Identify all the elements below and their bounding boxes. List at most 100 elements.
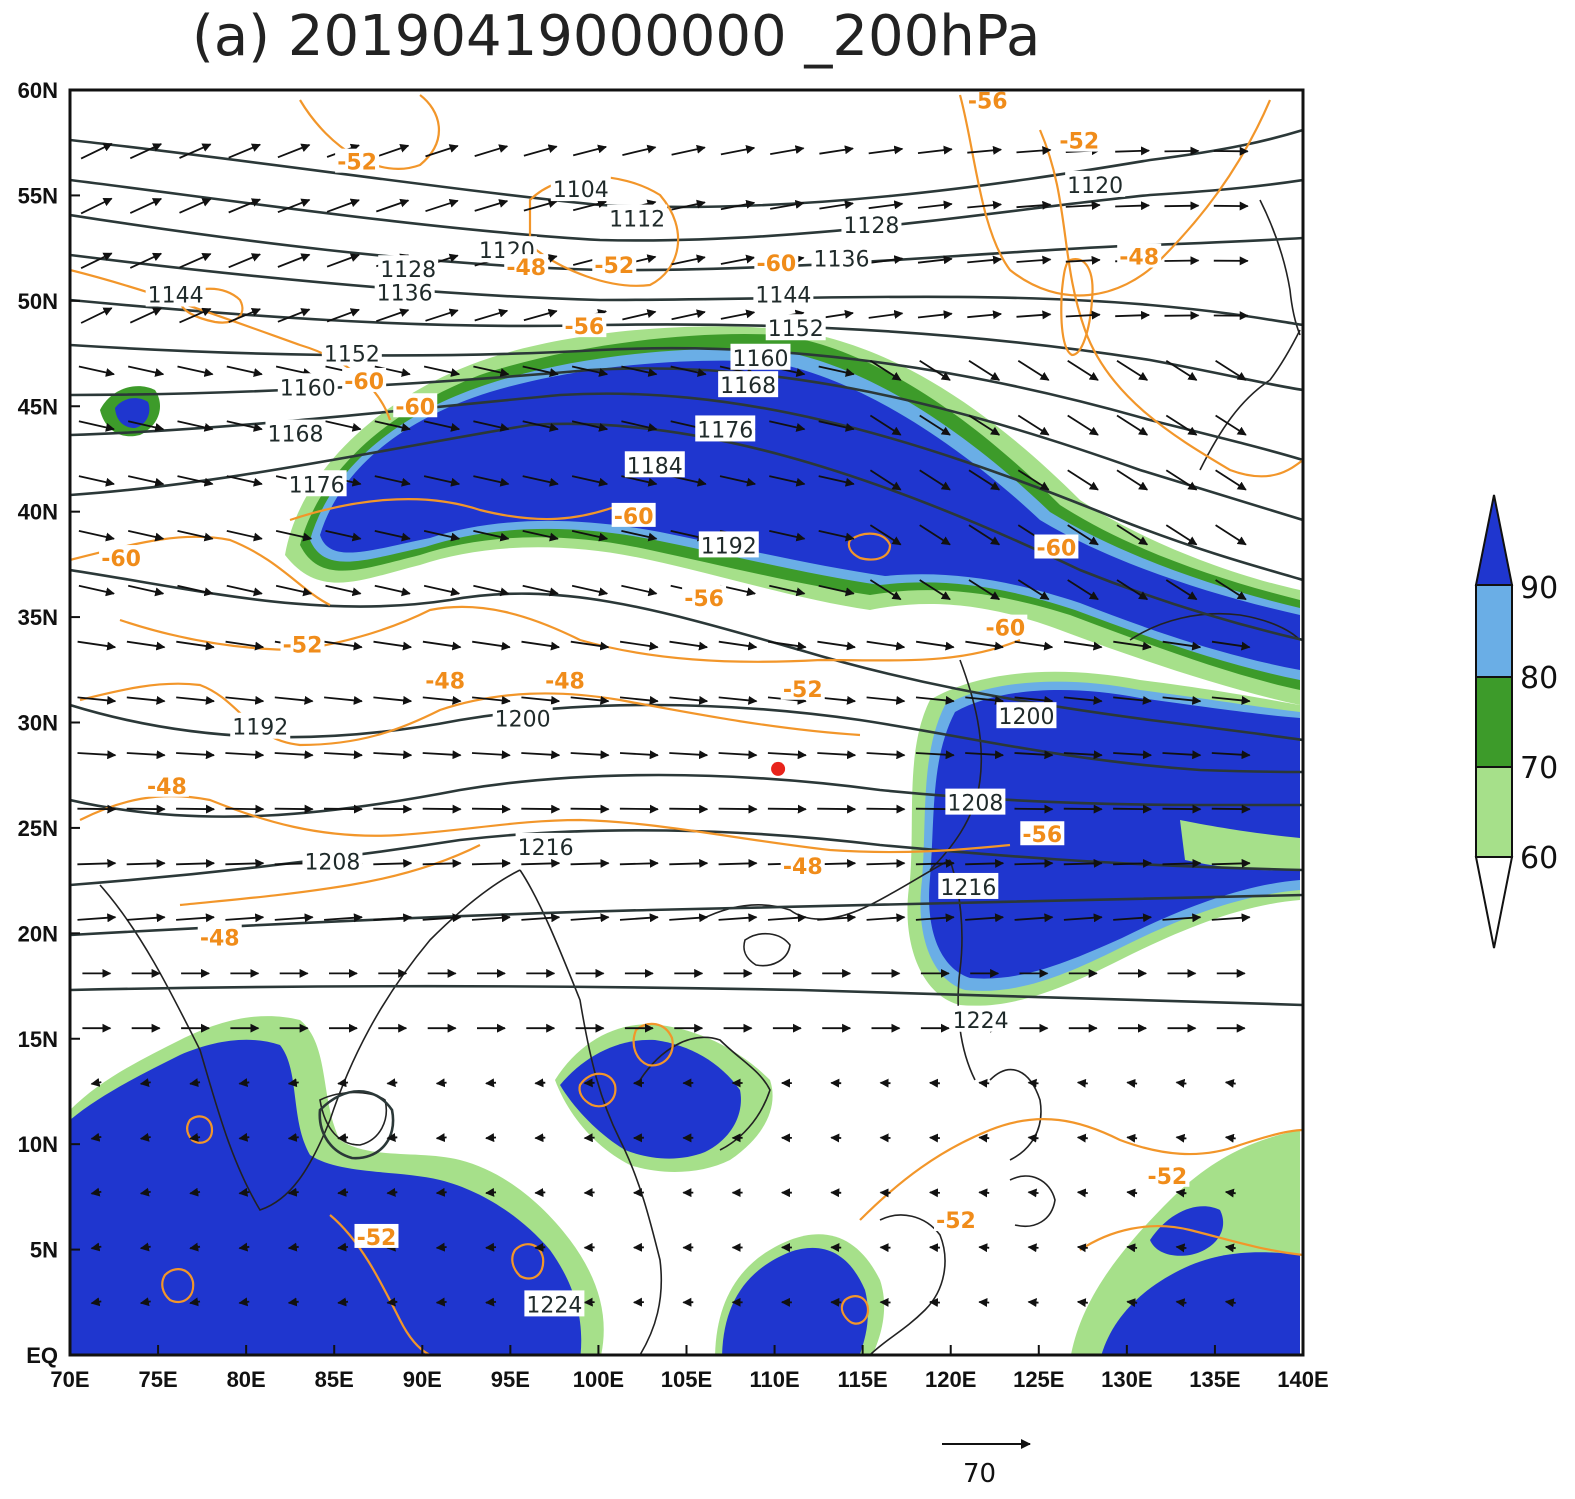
temperature-label-box	[965, 90, 1010, 112]
wind-vector	[77, 695, 117, 705]
wind-vector	[473, 530, 510, 542]
wind-vector	[326, 198, 360, 213]
wind-vector	[1224, 1243, 1236, 1253]
wind-vector	[522, 365, 559, 377]
temperature-label-box	[335, 148, 380, 173]
wind-vector	[287, 1078, 299, 1088]
wind-vector	[919, 359, 951, 381]
height-label: 1200	[495, 707, 551, 732]
wind-vector	[968, 524, 1001, 546]
wind-vector	[869, 414, 902, 436]
wind-vector	[1063, 640, 1103, 651]
wind-vector	[189, 1187, 201, 1197]
height-label-box	[286, 470, 347, 497]
wind-vector	[226, 475, 263, 487]
wind-vector	[1211, 804, 1251, 814]
wind-vector	[435, 1078, 447, 1088]
wind-vector	[572, 144, 607, 157]
wind-vector	[374, 584, 411, 597]
wind-vector	[622, 309, 657, 321]
wind-vector	[1014, 695, 1054, 705]
temperature-contour-line	[840, 1295, 870, 1325]
wind-vector	[767, 750, 807, 760]
wind-vector	[473, 475, 510, 487]
wind-vector	[337, 1297, 349, 1307]
wind-vector	[435, 1133, 447, 1143]
wind-vector	[422, 913, 462, 923]
wind-vector	[376, 143, 410, 158]
shade-90-center	[560, 1039, 741, 1159]
height-label-box	[996, 702, 1057, 729]
wind-vector	[374, 365, 411, 377]
wind-vector	[1165, 579, 1198, 601]
wind-vector	[1175, 1298, 1187, 1308]
height-label: 1216	[518, 836, 574, 861]
wind-vector	[126, 913, 166, 923]
wind-vector	[868, 255, 904, 265]
wind-vector	[770, 199, 805, 210]
temperature-label-box	[562, 313, 607, 338]
shaded-field-east-band	[907, 671, 1300, 1006]
wind-vector	[1175, 1188, 1187, 1198]
temperature-contour-line	[511, 1243, 545, 1280]
wind-vector	[571, 530, 609, 542]
wind-vector	[817, 640, 856, 651]
wind-vector	[819, 145, 854, 155]
wind-vector	[1067, 469, 1099, 491]
height-label-box	[515, 832, 576, 859]
wind-vector	[374, 420, 411, 432]
wind-vector	[619, 695, 659, 705]
height-label-box	[753, 280, 814, 307]
wind-vector	[1027, 1078, 1039, 1088]
temperature-contour-line	[179, 844, 481, 907]
wind-vector	[128, 530, 165, 542]
wind-vector	[128, 365, 165, 377]
wind-vector	[324, 913, 363, 923]
height-label: 1208	[947, 792, 1003, 817]
height-label-box	[950, 1005, 1011, 1032]
wind-vector	[423, 584, 461, 597]
wind-vector	[225, 858, 265, 868]
wind-vector	[917, 200, 953, 210]
height-label: 1152	[324, 343, 380, 368]
temperature-contour-line	[289, 498, 621, 522]
wind-vector	[915, 640, 955, 651]
temperature-label-box	[592, 251, 637, 276]
wind-vector	[919, 414, 951, 436]
shade-90-se-small	[1150, 1206, 1224, 1256]
height-label-box	[230, 712, 291, 739]
temperature-label-box	[1117, 243, 1162, 268]
height-label: 1160	[732, 347, 788, 372]
temperature-label-box	[1057, 127, 1102, 152]
height-label-box	[841, 210, 902, 237]
wind-vector	[287, 1242, 299, 1252]
wind-vector	[1116, 359, 1149, 381]
wind-vector	[78, 475, 115, 487]
colorbar-label-70: 70	[1520, 751, 1558, 786]
wind-vector	[386, 1133, 398, 1142]
height-label: 1168	[267, 423, 323, 448]
wind-vector	[1126, 1078, 1138, 1088]
wind-vector	[1175, 1133, 1187, 1143]
temperature-label-box	[611, 502, 656, 527]
shade-60-east-gap	[1180, 820, 1300, 871]
temperature-label: -60	[756, 252, 796, 277]
colorbar-label-60: 60	[1520, 841, 1558, 876]
wind-vector	[1215, 524, 1247, 546]
wind-vector	[1162, 640, 1202, 651]
wind-vector	[770, 145, 805, 155]
wind-vector	[1027, 1298, 1039, 1308]
wind-vector	[376, 198, 410, 213]
reference-vector: 70	[942, 1439, 1031, 1489]
temperature-contour-line	[632, 1022, 674, 1067]
wind-vector	[818, 475, 855, 487]
wind-vector	[176, 640, 215, 651]
wind-vector	[1211, 858, 1251, 868]
temperature-label: -60	[101, 547, 141, 572]
x-tick-label: 105E	[661, 1367, 712, 1392]
wind-vector	[1016, 200, 1052, 210]
wind-vector	[869, 524, 902, 546]
coastline-segment	[989, 1068, 1042, 1161]
wind-vector	[275, 365, 313, 377]
